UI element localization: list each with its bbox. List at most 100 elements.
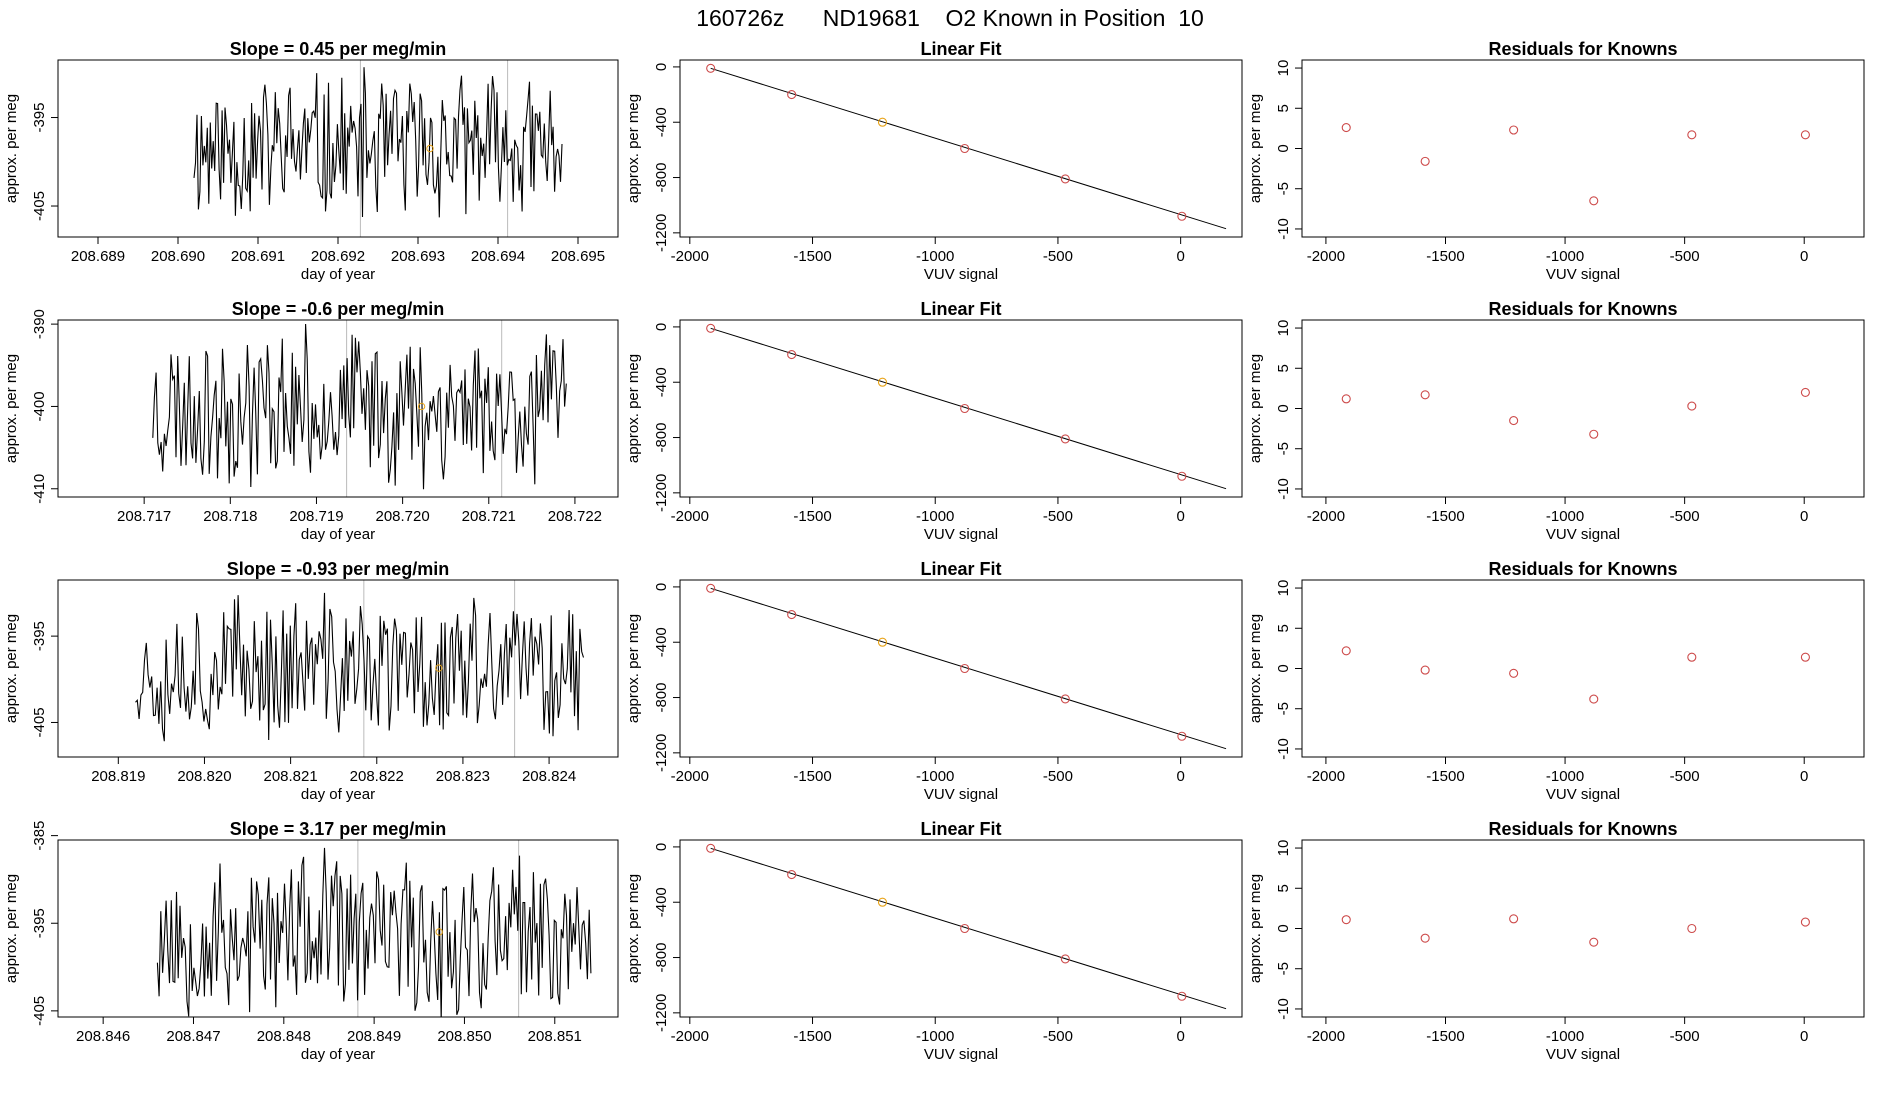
y-tick-label: -5 — [1275, 182, 1292, 195]
data-point — [1687, 652, 1697, 662]
plot-area — [156, 840, 592, 1017]
x-tick-label: 0 — [1176, 508, 1184, 525]
data-point — [1800, 387, 1810, 397]
x-tick-label: -1500 — [1426, 768, 1464, 785]
y-tick-label: -405 — [31, 996, 48, 1026]
data-point — [787, 610, 797, 620]
y-axis-label: approx. per meg — [3, 354, 20, 463]
x-tick-label: -1000 — [1546, 508, 1584, 525]
data-point — [1341, 123, 1351, 133]
y-axis-label: approx. per meg — [625, 614, 642, 723]
y-tick-label: -395 — [31, 908, 48, 938]
x-tick-label: 208.721 — [462, 508, 516, 525]
x-tick-label: -500 — [1670, 1028, 1700, 1045]
plot-area — [152, 320, 567, 497]
y-axis-label: approx. per meg — [625, 94, 642, 203]
x-tick-label: -1000 — [916, 508, 954, 525]
data-point — [1589, 694, 1599, 704]
x-tick-label: -1000 — [916, 768, 954, 785]
data-point — [706, 63, 716, 73]
y-tick-label: -1200 — [653, 734, 670, 772]
y-tick-label: 0 — [653, 63, 670, 71]
x-axis-label: VUV signal — [924, 786, 998, 803]
x-tick-label: 208.820 — [177, 768, 231, 785]
y-tick-label: 0 — [653, 583, 670, 591]
y-tick-label: -385 — [31, 821, 48, 851]
x-tick-label: 208.695 — [551, 248, 605, 265]
x-tick-label: 208.692 — [311, 248, 365, 265]
x-tick-label: 208.846 — [76, 1028, 130, 1045]
y-tick-label: -405 — [31, 707, 48, 737]
plot-area — [1341, 914, 1810, 947]
x-tick-label: 208.690 — [151, 248, 205, 265]
y-axis-label: approx. per meg — [625, 874, 642, 983]
data-point — [1060, 434, 1070, 444]
y-tick-label: 5 — [1275, 884, 1292, 892]
plot-frame — [1301, 839, 1865, 1018]
data-point — [1509, 125, 1519, 135]
data-point — [1509, 668, 1519, 678]
data-point — [1177, 731, 1187, 741]
panel-title: Residuals for Knowns — [1488, 559, 1677, 579]
x-tick-label: 0 — [1800, 248, 1808, 265]
x-tick-label: 208.821 — [263, 768, 317, 785]
x-axis-label: VUV signal — [924, 266, 998, 283]
plot-frame — [57, 59, 619, 238]
y-tick-label: -1200 — [653, 474, 670, 512]
x-tick-label: -1000 — [916, 1028, 954, 1045]
data-point — [1341, 915, 1351, 925]
x-tick-label: -500 — [1043, 768, 1073, 785]
y-axis-label: approx. per meg — [1247, 874, 1264, 983]
y-tick-label: -1200 — [653, 214, 670, 252]
x-tick-label: -1000 — [1546, 248, 1584, 265]
x-tick-label: 0 — [1800, 768, 1808, 785]
x-tick-label: -2000 — [1307, 768, 1345, 785]
panel-fit-row-2: Linear Fit -2000 -1500 -1000 -500 0 0 -400 -800 -… — [625, 299, 1243, 543]
x-tick-label: -2000 — [1307, 1028, 1345, 1045]
x-tick-label: -500 — [1670, 768, 1700, 785]
data-point — [1800, 130, 1810, 140]
x-tick-label: 208.823 — [436, 768, 490, 785]
panel-title: Linear Fit — [920, 559, 1001, 579]
x-tick-label: 208.850 — [437, 1028, 491, 1045]
highlight-point — [877, 377, 888, 387]
x-tick-label: -1500 — [1426, 248, 1464, 265]
x-tick-label: 0 — [1176, 248, 1184, 265]
y-tick-label: -5 — [1275, 702, 1292, 715]
signal-trace — [152, 323, 567, 490]
y-tick-label: -395 — [31, 621, 48, 651]
panel-residuals-row-1: Residuals for Knowns -2000 -1500 -1000 -500 0… — [1247, 39, 1865, 283]
y-tick-label: -400 — [31, 391, 48, 421]
y-tick-label: 5 — [1275, 624, 1292, 632]
data-point — [787, 870, 797, 880]
sample-marker — [426, 144, 434, 153]
data-point — [1800, 917, 1810, 927]
y-tick-label: -800 — [653, 163, 670, 193]
panel-title: Residuals for Knowns — [1488, 819, 1677, 839]
plot-area — [1341, 646, 1810, 704]
panel-residuals-row-2: Residuals for Knowns -2000 -1500 -1000 -500 0… — [1247, 299, 1865, 543]
y-tick-label: -5 — [1275, 962, 1292, 975]
data-point — [787, 350, 797, 360]
y-tick-label: -800 — [653, 943, 670, 973]
data-point — [1060, 954, 1070, 964]
plot-area — [706, 63, 1227, 230]
x-tick-label: -1500 — [793, 508, 831, 525]
x-tick-label: 208.694 — [471, 248, 525, 265]
plot-area — [706, 843, 1227, 1010]
data-point — [1177, 211, 1187, 221]
panel-timeseries-row-1: Slope = 0.45 per meg/min 208.689 208.690 20… — [3, 39, 619, 283]
panel-title: Slope = -0.93 per meg/min — [227, 559, 450, 579]
y-tick-label: 0 — [1275, 924, 1292, 932]
y-tick-label: -800 — [653, 423, 670, 453]
x-tick-label: 208.848 — [257, 1028, 311, 1045]
x-tick-label: -1000 — [1546, 1028, 1584, 1045]
plot-frame — [57, 839, 619, 1018]
data-point — [1060, 694, 1070, 704]
signal-trace — [156, 847, 592, 1017]
y-tick-label: -400 — [653, 107, 670, 137]
plot-frame — [679, 319, 1243, 498]
x-tick-label: -1000 — [916, 248, 954, 265]
x-tick-label: -1500 — [793, 1028, 831, 1045]
x-tick-label: -1500 — [793, 768, 831, 785]
